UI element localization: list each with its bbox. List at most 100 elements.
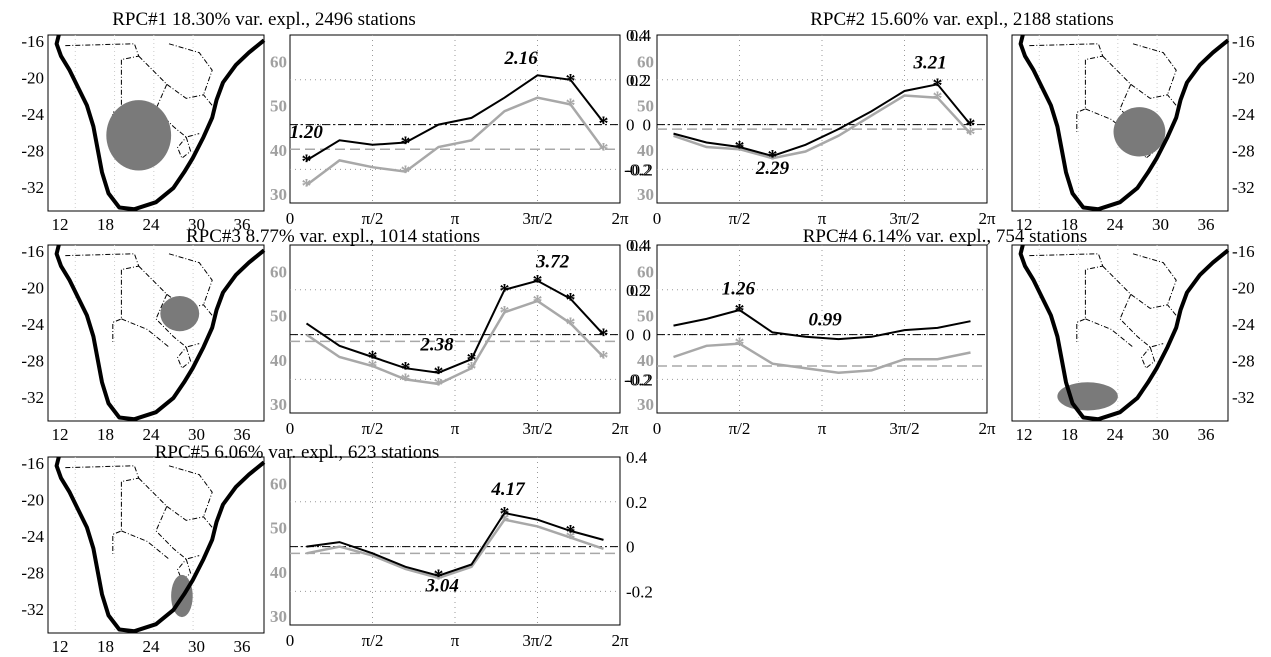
map-x-tick: 36 bbox=[1198, 425, 1215, 444]
map-x-tick: 12 bbox=[52, 637, 69, 656]
country-border bbox=[155, 84, 200, 138]
value-annotation: 2.29 bbox=[755, 158, 790, 179]
x-tick-label: π bbox=[451, 631, 460, 650]
right-axis-tick: -0.2 bbox=[624, 370, 651, 389]
series-marker: * bbox=[767, 146, 777, 168]
series-marker: * bbox=[532, 271, 542, 293]
map-y-tick: -24 bbox=[21, 105, 44, 124]
left-axis-tick: 40 bbox=[270, 563, 287, 582]
map-x-tick: 18 bbox=[97, 215, 114, 234]
map-y-tick: -16 bbox=[21, 242, 44, 261]
series-line-black bbox=[305, 74, 605, 162]
map-y-tick: -20 bbox=[21, 491, 44, 510]
series-marker: * bbox=[400, 369, 410, 391]
coastline bbox=[54, 244, 266, 422]
series-marker: * bbox=[400, 358, 410, 380]
map-x-tick: 30 bbox=[188, 425, 205, 444]
chart-title: RPC#2 15.60% var. expl., 2188 stations bbox=[810, 9, 1113, 30]
map-x-tick: 36 bbox=[234, 637, 251, 656]
value-annotation: 4.17 bbox=[490, 479, 526, 500]
x-tick-label: π/2 bbox=[729, 419, 751, 438]
map-y-tick: -20 bbox=[1232, 279, 1255, 298]
right-axis-tick: 0.4 bbox=[626, 448, 648, 467]
x-tick-label: 2π bbox=[978, 209, 996, 228]
country-border bbox=[1102, 55, 1177, 106]
x-tick-label: π bbox=[818, 209, 827, 228]
x-tick-label: π/2 bbox=[729, 209, 751, 228]
right-axis-tick: 0 bbox=[626, 538, 635, 557]
series-marker: * bbox=[499, 510, 509, 532]
left-axis-tick: 50 bbox=[270, 307, 287, 326]
x-tick-label: 3π/2 bbox=[889, 209, 919, 228]
map-y-tick: -16 bbox=[21, 32, 44, 51]
right-axis-tick: -0.2 bbox=[624, 160, 651, 179]
left-axis-tick: 40 bbox=[270, 351, 287, 370]
series-marker: * bbox=[368, 356, 378, 378]
map-y-tick: -32 bbox=[1232, 178, 1255, 197]
series-marker: * bbox=[598, 112, 608, 134]
x-tick-label: π bbox=[818, 419, 827, 438]
map-y-tick: -28 bbox=[21, 352, 44, 371]
right-axis-tick: -0.2 bbox=[626, 160, 653, 179]
value-annotation: 3.21 bbox=[912, 53, 946, 74]
left-axis-tick: 60 bbox=[637, 53, 654, 72]
country-border bbox=[138, 55, 213, 106]
map-y-tick: -16 bbox=[1232, 242, 1255, 261]
station-region bbox=[106, 100, 172, 171]
series-line-gray bbox=[306, 518, 604, 580]
series-marker: * bbox=[566, 94, 576, 116]
map-frame bbox=[47, 244, 265, 422]
map-y-tick: -24 bbox=[21, 315, 44, 334]
x-tick-label: 0 bbox=[286, 631, 295, 650]
x-tick-label: π bbox=[451, 209, 460, 228]
x-tick-label: 0 bbox=[653, 419, 662, 438]
map-y-tick: -28 bbox=[21, 142, 44, 161]
right-axis-tick: 0.4 bbox=[626, 236, 648, 255]
series-marker: * bbox=[433, 566, 443, 588]
map-y-tick: -28 bbox=[1232, 352, 1255, 371]
series-marker: * bbox=[933, 88, 943, 110]
country-border bbox=[1132, 253, 1177, 305]
map-y-tick: -28 bbox=[1232, 142, 1255, 161]
country-border bbox=[168, 465, 213, 517]
x-tick-label: 3π/2 bbox=[522, 419, 552, 438]
map-y-tick: -32 bbox=[1232, 388, 1255, 407]
x-tick-label: π/2 bbox=[362, 209, 384, 228]
series-line-black bbox=[306, 511, 604, 577]
series-marker: * bbox=[400, 133, 410, 155]
right-axis-tick: 0.2 bbox=[626, 71, 647, 90]
right-axis-tick: 0 bbox=[643, 326, 652, 345]
rpc-chart-1: ********1.202.16 bbox=[289, 34, 621, 204]
right-axis-tick: 0 bbox=[643, 116, 652, 135]
left-axis-tick: 60 bbox=[637, 263, 654, 282]
series-marker: * bbox=[965, 115, 975, 137]
x-tick-label: 0 bbox=[653, 209, 662, 228]
series-marker: * bbox=[965, 124, 975, 146]
value-annotation: 1.26 bbox=[722, 278, 756, 299]
left-axis-tick: 30 bbox=[270, 185, 287, 204]
country-border bbox=[1119, 294, 1164, 348]
series-marker: * bbox=[433, 568, 443, 590]
value-annotation: 2.16 bbox=[503, 48, 538, 69]
right-axis-tick: 0.2 bbox=[630, 281, 651, 300]
series-marker: * bbox=[566, 528, 576, 550]
series-line-black bbox=[673, 83, 972, 158]
series-marker: * bbox=[301, 175, 311, 197]
series-marker: * bbox=[933, 74, 943, 96]
series-marker: * bbox=[598, 347, 608, 369]
country-border bbox=[177, 136, 192, 160]
country-border bbox=[155, 506, 200, 560]
coastline bbox=[1018, 34, 1230, 212]
right-axis-tick: -0.2 bbox=[626, 582, 653, 601]
x-tick-label: 0 bbox=[286, 209, 295, 228]
map-y-tick: -16 bbox=[21, 454, 44, 473]
series-marker: * bbox=[499, 280, 509, 302]
series-marker: * bbox=[368, 347, 378, 369]
map-y-tick: -16 bbox=[1232, 32, 1255, 51]
left-axis-tick: 60 bbox=[270, 475, 287, 494]
series-marker: * bbox=[735, 139, 745, 161]
map-y-tick: -20 bbox=[21, 279, 44, 298]
x-tick-label: 3π/2 bbox=[522, 631, 552, 650]
map-x-tick: 12 bbox=[52, 425, 69, 444]
right-axis-tick: 0.4 bbox=[630, 26, 652, 45]
